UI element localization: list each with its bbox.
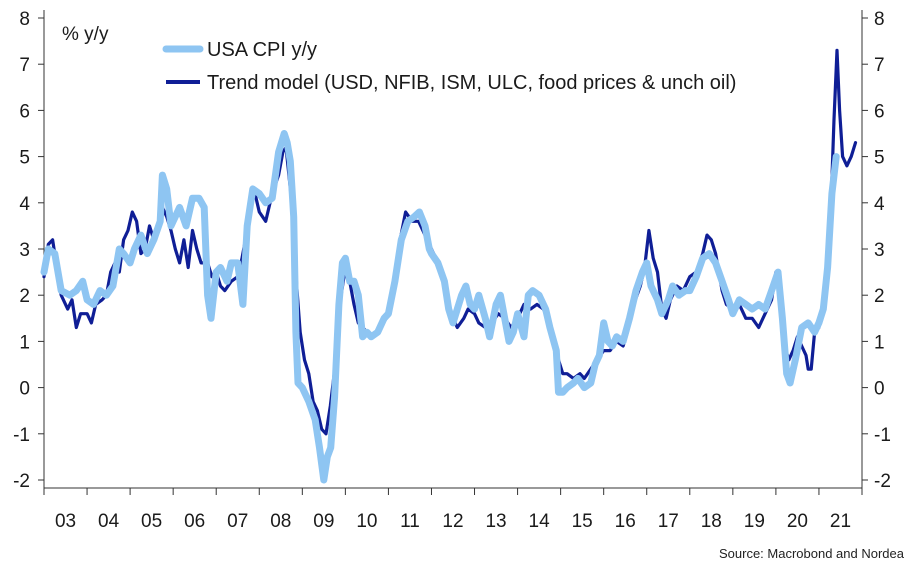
y-tick-label-left: 1 [19,332,30,353]
x-tick-label: 18 [701,511,722,532]
y-tick-label-left: 3 [19,240,30,261]
y-tick-label-right: 2 [874,286,885,307]
series-line-usa-cpi [40,130,840,484]
y-tick-label-left: -2 [13,471,30,492]
x-tick-label: 12 [442,511,463,532]
series-layer [40,48,858,484]
y-tick-label-left: 7 [19,55,30,76]
y-tick-label-left: 6 [19,101,30,122]
legend-label-trend: Trend model (USD, NFIB, ISM, ULC, food p… [207,72,736,94]
y-tick-label-right: 7 [874,55,885,76]
x-tick-label: 03 [55,511,76,532]
y-tick-label-right: 5 [874,148,885,169]
y-ticks-left: -2 -1 0 1 2 3 4 5 6 7 8 [13,9,44,492]
x-tick-label: 13 [485,511,506,532]
y-ticks-right: -2 -1 0 1 2 3 4 5 6 7 8 [862,9,891,492]
y-tick-label-right: 6 [874,101,885,122]
x-tick-label: 04 [98,511,120,532]
y-axis-unit-label: % y/y [62,24,109,45]
x-tick-label: 17 [658,511,679,532]
y-tick-label-left: -1 [13,425,30,446]
y-tick-label-left: 8 [19,9,30,30]
x-tick-label: 15 [572,511,593,532]
x-tick-label: 07 [227,511,248,532]
x-tick-label: 16 [615,511,636,532]
x-tick-label: 20 [787,511,808,532]
y-tick-label-right: 3 [874,240,885,261]
legend: USA CPI y/y Trend model (USD, NFIB, ISM,… [162,39,736,94]
y-tick-label-right: -1 [874,425,891,446]
y-tick-label-right: 4 [874,194,885,215]
x-tick-label: 08 [270,511,291,532]
series-line-trend-model [42,48,858,436]
y-tick-label-right: -2 [874,471,891,492]
x-tick-label: 05 [141,511,162,532]
x-tick-label: 19 [744,511,765,532]
source-note: Source: Macrobond and Nordea [718,546,904,561]
x-tick-label: 11 [400,511,420,532]
legend-label-cpi: USA CPI y/y [207,39,317,61]
x-tick-label: 10 [356,511,377,532]
y-tick-label-left: 4 [19,194,30,215]
x-tick-label: 09 [313,511,334,532]
y-tick-label-right: 0 [874,379,885,400]
x-tick-label: 21 [830,511,851,532]
y-tick-label-left: 0 [19,379,30,400]
y-tick-label-right: 1 [874,332,885,353]
x-ticks: 03 04 05 06 07 08 09 10 11 12 13 14 15 16 17 18 19 20 21 [43,488,863,532]
x-tick-label: 14 [529,511,551,532]
y-tick-label-left: 5 [19,148,30,169]
x-tick-label: 06 [184,511,205,532]
y-tick-label-left: 2 [19,286,30,307]
y-tick-label-right: 8 [874,9,885,30]
